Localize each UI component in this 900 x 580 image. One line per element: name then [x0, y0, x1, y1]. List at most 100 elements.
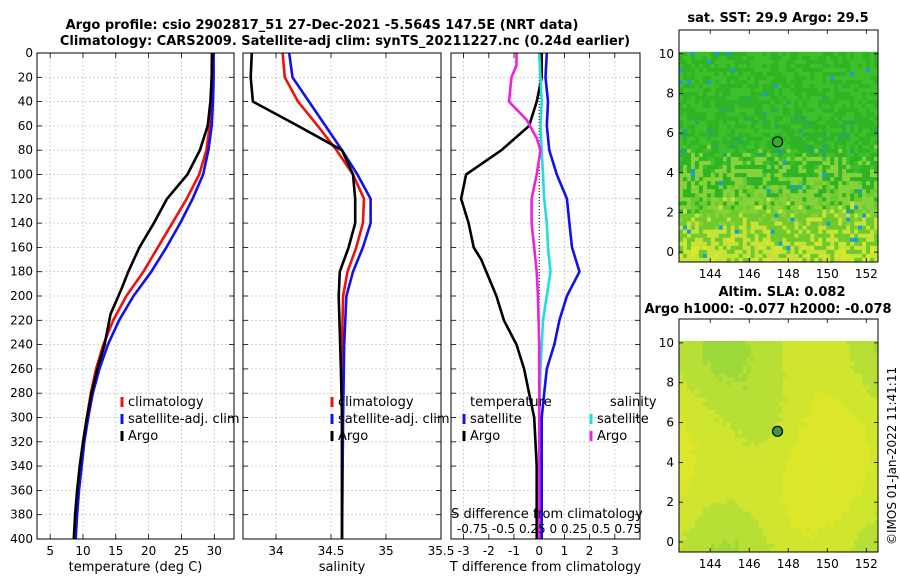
heatmap-cell: [834, 55, 839, 61]
heatmap-cell: [790, 124, 795, 130]
heatmap-cell: [690, 169, 696, 174]
heatmap-cell: [814, 197, 819, 202]
heatmap-cell: [858, 474, 863, 480]
heatmap-cell: [858, 217, 863, 222]
heatmap-cell: [722, 438, 728, 443]
heatmap-cell: [698, 225, 704, 231]
heatmap-cell: [822, 140, 827, 146]
heatmap-cell: [738, 96, 744, 101]
heatmap-cell: [790, 478, 795, 484]
heatmap-cell: [710, 503, 716, 508]
heatmap-cell: [798, 340, 803, 346]
heatmap-cell: [734, 353, 740, 358]
heatmap-cell: [826, 128, 831, 134]
heatmap-cell: [762, 422, 767, 427]
heatmap-cell: [874, 434, 879, 439]
heatmap-cell: [822, 470, 827, 476]
heatmap-cell: [722, 148, 728, 154]
heatmap-cell: [746, 51, 752, 57]
heatmap-cell: [794, 116, 799, 121]
heatmap-cell: [862, 458, 867, 464]
x-tick-label: 146: [738, 267, 761, 281]
heatmap-cell: [726, 112, 732, 117]
heatmap-cell: [858, 349, 863, 354]
heatmap-cell: [842, 152, 847, 158]
heatmap-cell: [794, 245, 799, 251]
heatmap-cell: [762, 189, 767, 194]
heatmap-cell: [858, 249, 863, 255]
heatmap-cell: [810, 397, 815, 403]
heatmap-cell: [726, 63, 732, 69]
heatmap-cell: [686, 181, 692, 186]
heatmap-cell: [698, 116, 704, 121]
heatmap-cell: [770, 344, 775, 350]
heatmap-cell: [858, 120, 863, 125]
heatmap-cell: [754, 401, 759, 407]
heatmap-cell: [834, 418, 839, 423]
heatmap-cell: [874, 225, 879, 231]
heatmap-cell: [714, 181, 720, 186]
heatmap-cell: [694, 136, 700, 142]
heatmap-cell: [714, 478, 720, 484]
heatmap-cell: [770, 124, 775, 130]
heatmap-cell: [862, 381, 867, 386]
heatmap-cell: [742, 434, 748, 439]
heatmap-cell: [750, 84, 756, 89]
heatmap-cell: [802, 478, 807, 484]
heatmap-cell: [794, 229, 799, 235]
heatmap-cell: [770, 418, 775, 423]
heatmap-cell: [774, 233, 779, 239]
heatmap-cell: [754, 434, 759, 439]
heatmap-cell: [742, 92, 748, 97]
heatmap-cell: [702, 365, 708, 370]
heatmap-cell: [750, 397, 756, 403]
heatmap-cell: [698, 474, 704, 480]
heatmap-cell: [778, 357, 783, 362]
heatmap-cell: [766, 108, 771, 113]
heatmap-cell: [846, 237, 851, 243]
heatmap-cell: [870, 426, 875, 431]
heatmap-cell: [722, 205, 728, 210]
heatmap-cell: [818, 124, 823, 130]
heatmap-cell: [686, 474, 692, 480]
heatmap-cell: [682, 393, 688, 399]
heatmap-cell: [802, 361, 807, 366]
heatmap-cell: [838, 353, 843, 358]
heatmap-cell: [754, 257, 759, 263]
heatmap-cell: [690, 405, 696, 411]
heatmap-cell: [766, 80, 771, 85]
heatmap-cell: [778, 418, 783, 423]
heatmap-cell: [762, 377, 767, 382]
heatmap-cell: [706, 450, 712, 455]
heatmap-cell: [762, 482, 767, 488]
heatmap-cell: [738, 446, 744, 451]
heatmap-cell: [874, 478, 879, 484]
heatmap-cell: [794, 72, 799, 77]
heatmap-cell: [814, 245, 819, 251]
heatmap-cell: [714, 59, 720, 65]
heatmap-cell: [718, 450, 724, 455]
heatmap-cell: [722, 173, 728, 178]
heatmap-cell: [802, 189, 807, 194]
heatmap-cell: [722, 401, 728, 407]
heatmap-cell: [866, 160, 871, 166]
heatmap-cell: [762, 241, 767, 247]
heatmap-cell: [874, 462, 879, 468]
heatmap-cell: [786, 55, 791, 61]
heatmap-cell: [830, 63, 835, 69]
heatmap-cell: [706, 422, 712, 427]
heatmap-cell: [698, 181, 704, 186]
heatmap-cell: [854, 357, 859, 362]
heatmap-cell: [858, 422, 863, 427]
heatmap-cell: [718, 446, 724, 451]
heatmap-cell: [762, 229, 767, 235]
heatmap-cell: [866, 185, 871, 190]
heatmap-cell: [698, 51, 704, 57]
heatmap-cell: [774, 422, 779, 427]
heatmap-cell: [710, 237, 716, 243]
heatmap-cell: [822, 397, 827, 403]
heatmap-cell: [874, 136, 879, 142]
heatmap-cell: [814, 373, 819, 378]
heatmap-cell: [858, 197, 863, 202]
heatmap-cell: [794, 144, 799, 150]
